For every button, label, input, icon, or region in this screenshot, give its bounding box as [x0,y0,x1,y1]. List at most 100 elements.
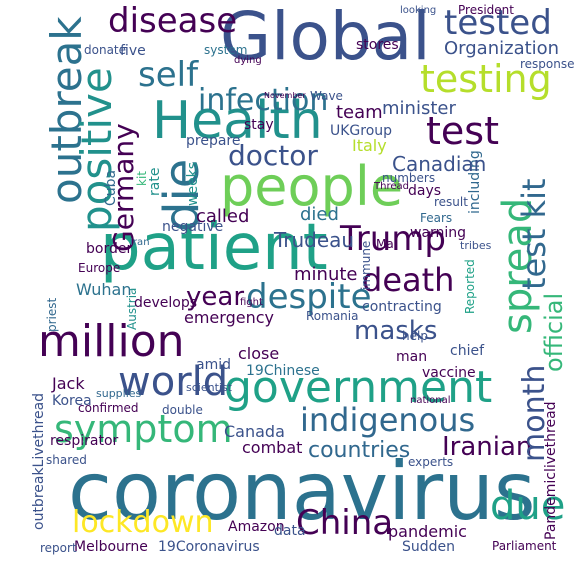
word-amazon: Amazon [228,519,285,535]
word-combat: combat [242,438,303,457]
word-supplies: supplies [96,387,142,400]
word-november: November [264,91,306,100]
word-self: self [138,55,199,95]
word-italy: Italy [352,136,387,155]
word-world: world [118,359,229,405]
word-respirator-v: kit [135,171,149,186]
word-man: man [396,349,428,365]
word-chinese19: 19Chinese [246,363,320,379]
word-dying: dying [234,55,262,66]
word-trudeau: Trudeau [274,228,355,252]
word-thread: Thread [374,181,409,192]
word-sudden: Sudden [402,539,456,555]
word-romania: Romania [306,309,359,323]
word-numbers: numbers [382,171,436,185]
word-infection: infection [198,83,329,118]
word-emergency: emergency [184,308,274,327]
word-year: year [186,282,245,312]
word-five: five [120,43,146,59]
word-doctor: doctor [228,139,318,172]
word-pandemiclivethread: Pandemiclivethread [543,401,559,540]
word-canada: Canada [224,422,285,441]
word-border: border [86,241,133,257]
word-government: government [224,362,493,413]
word-reported: Reported [463,259,477,314]
word-contracting: contracting [362,299,442,315]
word-days: days [408,183,442,199]
word-died: died [300,204,339,225]
word-countries: countries [308,438,411,463]
word-iranian: Iranian [442,432,533,462]
word-negative: negative [162,219,224,235]
word-tribes: tribes [460,239,492,252]
word-warning: warning [410,225,467,241]
word-korea: Korea [52,393,92,409]
word-melbourne: Melbourne [74,539,148,555]
word-respirator: respirator [50,433,119,449]
word-parliament: Parliament [492,539,557,553]
word-cloud: coronavirus Global patient people Health… [10,0,575,560]
word-pandemic: pandemic [388,522,467,541]
word-close: close [238,344,280,363]
word-disease: disease [108,1,238,41]
word-fight: fight [240,297,263,308]
word-jack: Jack [52,374,85,393]
word-trump: Trump [340,219,447,259]
word-death: death [362,261,455,299]
word-stores: stores [356,37,399,53]
word-symptom: symptom [54,407,233,451]
word-minister: minister [382,98,456,119]
word-rate: rate [147,167,163,196]
word-stay: stay [244,117,274,133]
word-coronavirus19: 19Coronavirus [158,539,260,555]
word-health: Health [152,91,323,151]
word-shared: shared [46,453,87,467]
word-help: help [402,329,428,343]
word-tested: tested [444,3,552,43]
word-develops: develops [134,295,198,311]
word-test-kit: test kit [515,178,553,290]
word-organization: Organization [444,38,560,59]
word-test: test [426,109,499,153]
word-experts: experts [408,455,454,469]
word-confirmed: confirmed [78,401,139,415]
word-wave: Wave [310,89,343,103]
word-result: result [434,195,468,209]
word-priest: priest [45,297,59,332]
word-official: official [540,292,568,372]
word-amid: amid [196,357,231,373]
word-cuba: Cuba [103,169,119,206]
word-report: report [40,541,77,555]
word-minute: minute [294,264,358,285]
word-president: President [458,3,514,17]
word-outbreaklivethread: outbreakLivethread [31,392,47,530]
word-double: double [162,403,203,417]
word-system: system [204,43,248,57]
word-due: due [490,483,566,529]
word-masks: masks [354,316,438,346]
word-immune: immune [359,240,373,290]
word-testing: testing [420,57,552,101]
word-prepare: prepare [186,133,241,149]
word-team: team [336,102,383,123]
word-ma: Ma [376,237,394,251]
word-data: data [274,523,306,539]
word-national: national [410,395,451,406]
word-scientist: scientist [186,381,232,394]
word-weeks: weeks [185,161,201,206]
word-vaccine: vaccine [422,365,476,381]
word-chief: chief [450,343,485,359]
word-china: China [296,503,394,543]
word-million: million [38,316,185,367]
word-fears: Fears [420,211,453,225]
word-global: Global [220,0,431,75]
word-people: people [220,155,404,218]
word-canadian: Canadian [392,152,487,176]
word-called: called [196,206,250,227]
word-despite: despite [246,277,372,317]
word-response: response [520,57,575,71]
word-donate: donate [84,43,127,57]
word-patient: patient [100,211,328,285]
word-wuhan: Wuhan [76,280,132,299]
